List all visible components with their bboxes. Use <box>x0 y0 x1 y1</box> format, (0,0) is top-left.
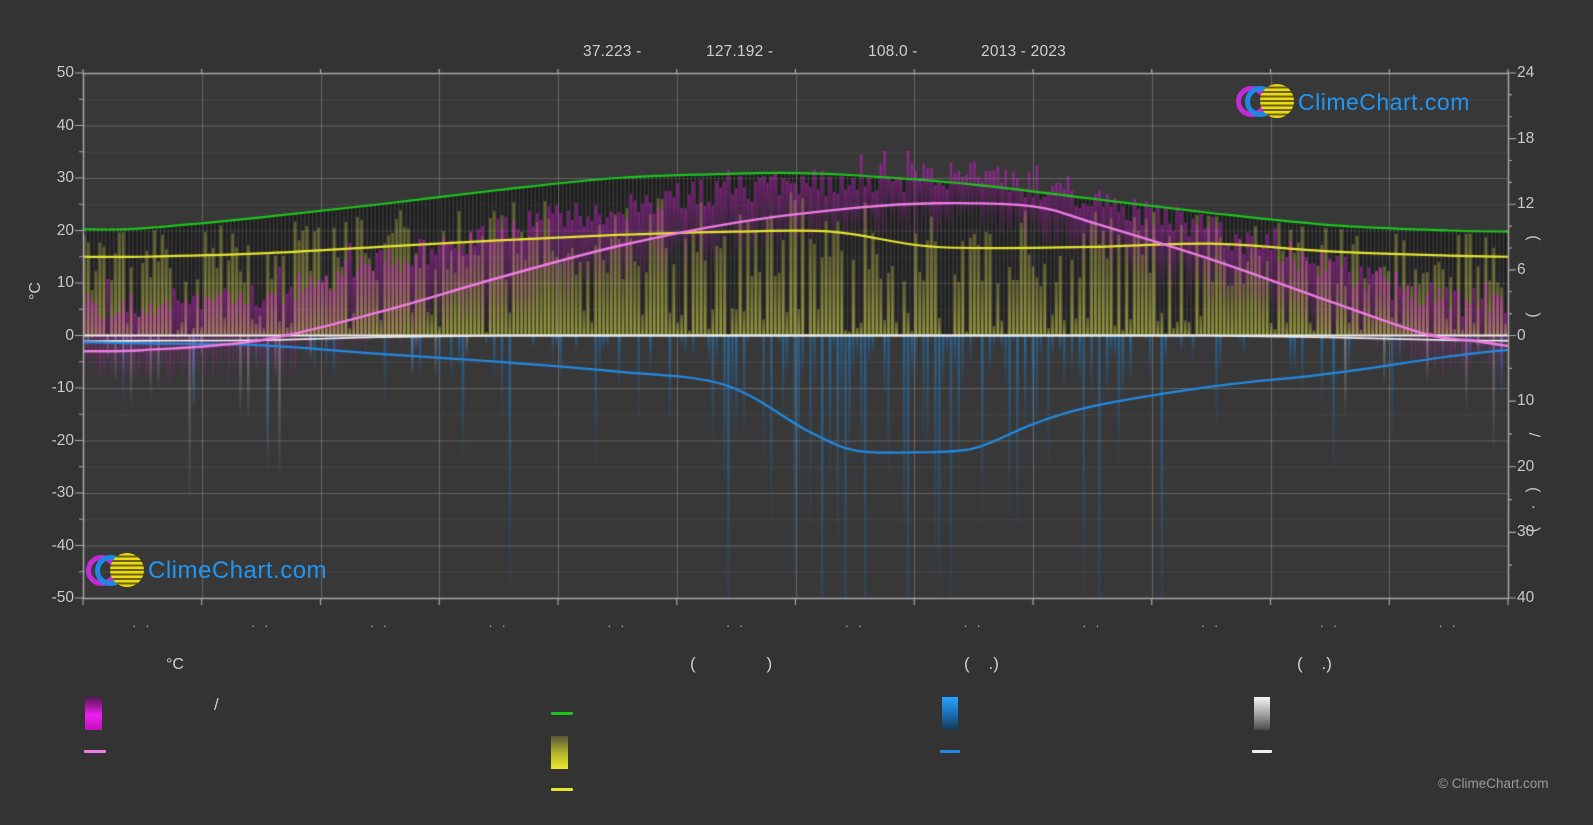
right-axis-top-tick-18: 18 <box>1517 129 1535 147</box>
legend-snow-line-swatch <box>1252 750 1272 753</box>
left-axis-tick--40: -40 <box>51 536 74 554</box>
month-label-7: . . <box>844 615 865 630</box>
right-axis-bottom-label: / ( · ) <box>1525 432 1542 534</box>
legend-precip-line-swatch <box>940 750 960 753</box>
month-label-4: . . <box>488 615 509 630</box>
month-label-11: . . <box>1319 615 1340 630</box>
title-period: 2013 - 2023 <box>981 43 1066 60</box>
month-label-9: . . <box>1082 615 1103 630</box>
left-axis-tick-50: 50 <box>56 64 74 81</box>
right-axis-top-tick-12: 12 <box>1517 195 1535 213</box>
month-label-3: . . <box>369 615 390 630</box>
left-axis-tick--30: -30 <box>51 484 74 501</box>
copyright-text: © ClimeChart.com <box>1438 776 1549 791</box>
title-longitude: 127.192 - <box>706 43 774 60</box>
left-axis-tick-30: 30 <box>56 169 74 186</box>
left-axis-tick-0: 0 <box>65 326 74 344</box>
month-label-10: . . <box>1201 615 1222 630</box>
month-label-12: . . <box>1438 615 1459 630</box>
legend-temp-range-bar-swatch <box>85 697 102 730</box>
right-axis-top-tick-0: 0 <box>1517 326 1526 344</box>
legend-sunshine-bar-swatch <box>551 736 568 769</box>
brand-name: ClimeChart.com <box>1298 88 1470 115</box>
left-axis-tick-20: 20 <box>56 221 74 239</box>
month-label-5: . . <box>607 615 628 630</box>
left-axis-tick-40: 40 <box>56 116 74 134</box>
right-axis-top-tick-6: 6 <box>1517 260 1526 278</box>
left-axis-tick--10: -10 <box>51 379 74 396</box>
legend-header-sunshine: ( ) <box>690 654 773 673</box>
brand-logo-top-right: ClimeChart.com <box>1236 84 1470 120</box>
legend-temp-mean-line-swatch <box>84 750 106 753</box>
logo-sun-ball-icon <box>1260 84 1294 118</box>
legend-sunshine-line-swatch <box>551 788 573 791</box>
legend-temp-range-label: / <box>214 695 219 714</box>
right-axis-bottom-tick-20: 20 <box>1517 457 1535 475</box>
brand-name: ClimeChart.com <box>148 557 328 584</box>
month-label-1: . . <box>132 615 153 630</box>
brand-logo-icon <box>1236 84 1294 120</box>
left-axis-tick-10: 10 <box>56 274 74 291</box>
month-label-8: . . <box>963 615 984 630</box>
legend-precip-bar-swatch <box>942 697 958 730</box>
legend-header-precipitation: ( .) <box>964 654 999 673</box>
legend-snow-bar-swatch <box>1254 697 1270 730</box>
title-latitude: 37.223 - <box>583 43 642 60</box>
right-axis-bottom-tick-10: 10 <box>1517 392 1535 410</box>
month-label-6: . . <box>726 615 747 630</box>
legend-daylight-line-swatch <box>551 712 573 715</box>
brand-logo-icon <box>86 553 144 589</box>
right-axis-bottom-tick-30: 30 <box>1517 523 1535 541</box>
right-axis-top-label: ( ) <box>1525 235 1542 319</box>
legend-header-temperature: °C <box>166 656 184 673</box>
legend-header-snow: ( .) <box>1297 654 1332 673</box>
right-axis-bottom-tick-40: 40 <box>1517 589 1535 606</box>
left-axis-tick--50: -50 <box>51 589 74 606</box>
brand-logo-bottom-left: ClimeChart.com <box>86 553 327 589</box>
month-label-2: . . <box>251 615 272 630</box>
right-axis-top-tick-24: 24 <box>1517 64 1535 81</box>
logo-sun-ball-icon <box>110 553 144 587</box>
left-axis-tick--20: -20 <box>51 431 74 449</box>
title-altitude: 108.0 - <box>868 43 918 60</box>
